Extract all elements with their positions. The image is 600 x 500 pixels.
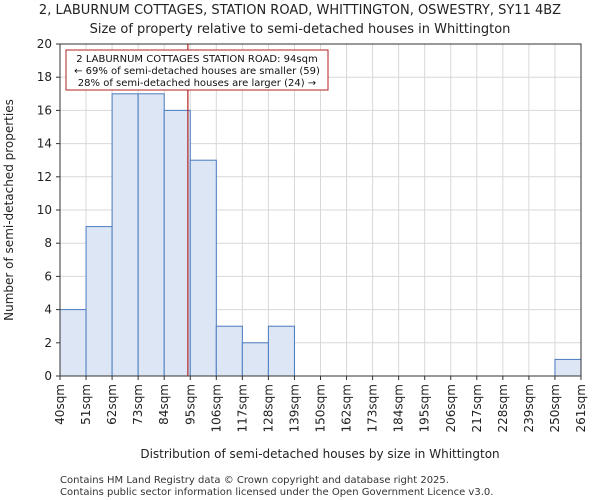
y-tick-label: 20 [37, 37, 52, 51]
y-tick-label: 12 [37, 170, 52, 184]
y-tick-label: 16 [37, 103, 52, 117]
x-axis-label: Distribution of semi-detached houses by … [140, 447, 499, 461]
bar-117sqm [241, 342, 269, 377]
y-axis-ticks: 0 2 4 6 8 10 12 14 16 18 20 [37, 37, 60, 383]
bar-51sqm [85, 226, 113, 377]
x-tick-label: 84sqm [157, 384, 171, 425]
x-tick-label: 117sqm [235, 384, 249, 432]
bar-95sqm [189, 159, 217, 377]
x-tick-label: 206sqm [444, 384, 458, 432]
x-tick-label: 261sqm [574, 384, 588, 432]
x-tick-label: 217sqm [470, 384, 484, 432]
y-tick-label: 18 [37, 70, 52, 84]
x-tick-label: 173sqm [366, 384, 380, 432]
y-tick-label: 8 [44, 236, 52, 250]
x-tick-label: 62sqm [105, 384, 119, 425]
x-tick-label: 95sqm [183, 384, 197, 425]
annotation-box: 2 LABURNUM COTTAGES STATION ROAD: 94sqm … [65, 49, 329, 91]
y-tick-label: 0 [44, 369, 52, 383]
bar-73sqm [137, 93, 165, 377]
annotation-border [65, 49, 329, 91]
y-tick-label: 14 [37, 137, 52, 151]
x-tick-label: 40sqm [53, 384, 67, 425]
chart-subtitle: Size of property relative to semi-detach… [90, 22, 511, 37]
x-axis-ticks: 40sqm 51sqm 62sqm 73sqm 84sqm 95sqm 106sqm 117s… [53, 376, 588, 432]
bar-40sqm [59, 309, 87, 377]
bars [59, 93, 582, 377]
y-axis-label: Number of semi-detached properties [2, 99, 16, 321]
x-tick-label: 195sqm [418, 384, 432, 432]
x-tick-label: 128sqm [261, 384, 275, 432]
bar-128sqm [267, 325, 295, 377]
footer-line-2: Contains public sector information licen… [60, 487, 493, 498]
x-tick-label: 162sqm [340, 384, 354, 432]
annotation-line-1: 2 LABURNUM COTTAGES STATION ROAD: 94sqm [76, 54, 317, 65]
x-tick-label: 184sqm [392, 384, 406, 432]
y-tick-label: 10 [37, 203, 52, 217]
y-tick-label: 4 [44, 303, 52, 317]
bar-106sqm [215, 325, 243, 377]
bar-62sqm [111, 93, 139, 377]
bar-250sqm [554, 358, 582, 377]
x-tick-label: 106sqm [209, 384, 223, 432]
x-tick-label: 139sqm [287, 384, 301, 432]
annotation-line-2: ← 69% of semi-detached houses are smalle… [74, 66, 320, 77]
x-tick-label: 73sqm [131, 384, 145, 425]
footer-line-1: Contains HM Land Registry data © Crown c… [60, 475, 449, 486]
x-tick-label: 51sqm [79, 384, 93, 425]
y-tick-label: 6 [44, 269, 52, 283]
y-tick-label: 2 [44, 336, 52, 350]
annotation-line-3: 28% of semi-detached houses are larger (… [78, 78, 316, 89]
x-tick-label: 250sqm [548, 384, 562, 432]
bar-84sqm [163, 109, 191, 377]
chart-title: 2, LABURNUM COTTAGES, STATION ROAD, WHIT… [39, 3, 561, 18]
x-tick-label: 239sqm [522, 384, 536, 432]
x-tick-label: 228sqm [496, 384, 510, 432]
x-tick-label: 150sqm [314, 384, 328, 432]
